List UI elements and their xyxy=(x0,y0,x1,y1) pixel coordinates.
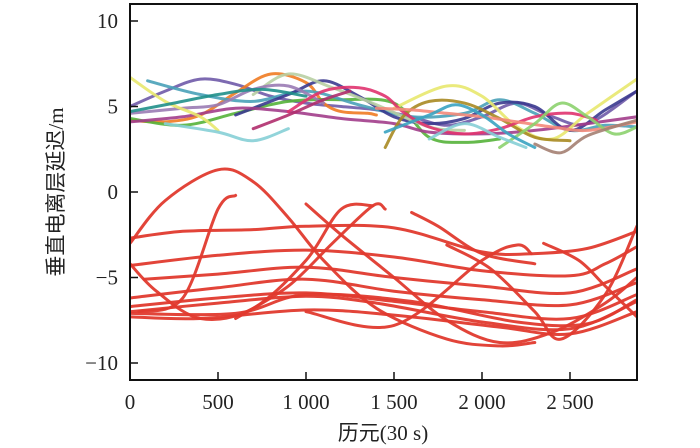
upper-multicolor-series-15 xyxy=(163,122,290,143)
y-tick-label: 5 xyxy=(108,95,119,119)
lower-red-series-12 xyxy=(304,202,636,345)
upper-multicolor-series-13 xyxy=(374,106,636,133)
y-axis-title: 垂直电离层延迟/m xyxy=(44,107,68,276)
lower-red-group xyxy=(131,167,636,348)
x-tick-label: 1 000 xyxy=(282,390,329,414)
y-tick-label: −10 xyxy=(85,351,118,375)
upper-multicolor-series-16 xyxy=(427,122,528,149)
x-tick-label: 0 xyxy=(125,390,136,414)
upper-multicolor-series-2 xyxy=(131,72,378,124)
x-axis-title: 历元(30 s) xyxy=(338,421,428,445)
x-tick-label: 2 500 xyxy=(546,390,593,414)
lower-red-series-8 xyxy=(131,167,537,348)
x-tick-label: 2 000 xyxy=(458,390,505,414)
lower-red-series-4 xyxy=(131,277,636,308)
lower-red-series-5 xyxy=(131,291,636,321)
upper-multicolor-group xyxy=(131,72,636,155)
upper-multicolor-series-9 xyxy=(131,76,220,132)
lower-red-series-15 xyxy=(445,225,636,341)
lower-red-series-6 xyxy=(131,294,636,332)
lower-red-series-16 xyxy=(542,241,636,318)
plot-frame xyxy=(129,3,638,381)
lower-red-series-17 xyxy=(131,292,636,328)
x-axis: 0 500 1 000 1 500 2 000 2 500 xyxy=(125,372,594,414)
y-tick-label: 10 xyxy=(97,9,118,33)
upper-multicolor-series-14 xyxy=(498,101,636,149)
x-tick-label: 500 xyxy=(202,390,234,414)
lower-red-series-10 xyxy=(137,193,238,314)
upper-multicolor-series-20 xyxy=(251,89,352,131)
upper-multicolor-series-17 xyxy=(131,87,308,113)
lower-red-series-14 xyxy=(304,243,533,329)
upper-multicolor-series-19 xyxy=(533,118,636,155)
lower-red-series-2 xyxy=(131,245,636,278)
upper-multicolor-series-8 xyxy=(131,106,636,136)
upper-multicolor-series-18 xyxy=(383,103,537,149)
y-axis: 10 5 0 −5 −10 xyxy=(85,9,138,375)
lower-red-series-1 xyxy=(131,223,636,257)
lower-red-series-13 xyxy=(410,211,537,266)
upper-multicolor-series-11 xyxy=(383,98,572,149)
series-layer xyxy=(131,72,636,348)
y-tick-label: 0 xyxy=(108,180,119,204)
x-tick-label: 1 500 xyxy=(370,390,417,414)
y-tick-label: −5 xyxy=(96,266,118,290)
lower-red-series-11 xyxy=(234,202,387,320)
